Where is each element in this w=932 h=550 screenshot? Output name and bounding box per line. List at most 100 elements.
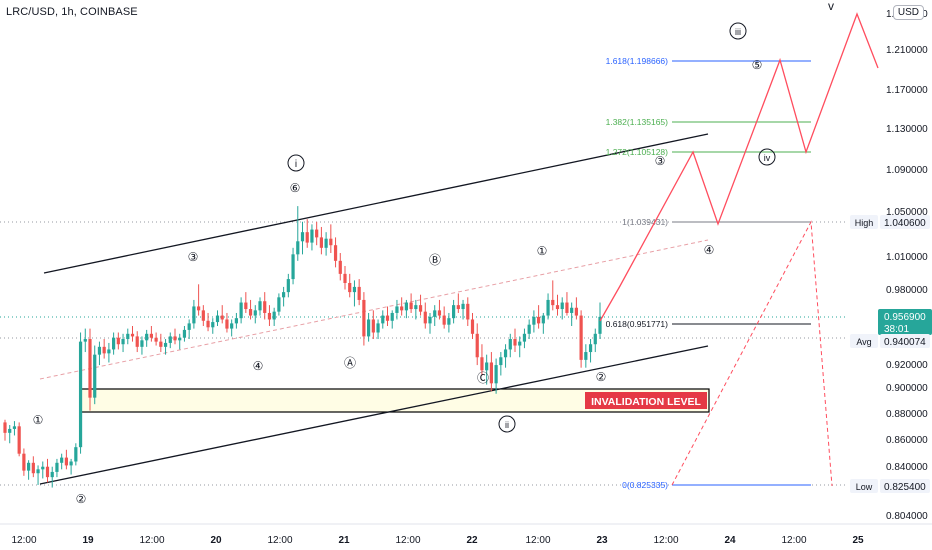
y-tick-label: 1.010000 (886, 252, 928, 263)
candle-body (272, 311, 276, 320)
candle-body (442, 315, 446, 325)
candle-body (310, 229, 314, 243)
symbol-title: LRC/USD, 1h, COINBASE (6, 6, 138, 18)
axis-value-text: 1.040600 (884, 218, 926, 229)
candle-body (579, 315, 583, 360)
countdown-text: 38:01 (884, 324, 909, 335)
candle (324, 232, 328, 256)
price-axis: 1.2500001.2100001.1700001.1300001.090000… (848, 0, 932, 524)
y-tick-label: 1.210000 (886, 45, 928, 56)
currency-button[interactable]: USD (892, 5, 924, 20)
candle (418, 294, 423, 316)
candle (555, 294, 560, 316)
candle (367, 312, 371, 342)
candle (116, 332, 120, 350)
x-tick-label: 12:00 (395, 535, 420, 546)
y-tick-label: 1.050000 (886, 207, 928, 218)
axis-price-tag: High 1.040600 (850, 215, 930, 229)
candle (546, 293, 550, 320)
axis-tag-text: Low (856, 482, 873, 492)
candle-body (593, 333, 597, 345)
candle-body (27, 462, 31, 471)
candle (130, 325, 135, 342)
fib-label: 1.618(1.198666) (606, 56, 669, 66)
candle-body (178, 337, 182, 341)
candle-body (296, 241, 300, 255)
candle-body (452, 305, 456, 319)
candle-body (17, 426, 21, 454)
candle-body (494, 365, 498, 384)
candle (239, 297, 243, 324)
candle-body (97, 346, 102, 355)
wave-text: ① (537, 244, 548, 258)
y-tick-label: 1.170000 (886, 85, 928, 96)
candle (593, 328, 597, 353)
candle (485, 354, 489, 385)
candle (244, 292, 248, 313)
candle (230, 319, 234, 337)
invalidation-label-bg (585, 392, 707, 409)
wave-label: Ⓒ (477, 371, 489, 385)
candle (31, 456, 35, 478)
wave-circle (287, 154, 305, 172)
candle-body (329, 238, 333, 246)
candle-body (348, 282, 352, 293)
candle-body (93, 354, 97, 398)
candle (3, 419, 7, 441)
x-tick-label: 22 (466, 535, 478, 546)
candle (140, 336, 144, 355)
axis-value-text: 0.825400 (884, 482, 926, 493)
fib-level: 0.618(0.951771) (606, 319, 811, 329)
candle (310, 224, 314, 251)
candle (272, 307, 276, 326)
x-tick-label: 19 (82, 535, 94, 546)
candle-body (338, 260, 342, 274)
wave-label: ④ (704, 243, 715, 257)
candle-body (41, 466, 45, 470)
candle (447, 312, 451, 333)
candle-body (83, 339, 87, 342)
candle (282, 286, 286, 307)
candle-body (78, 341, 83, 448)
candle (69, 458, 73, 475)
candle-body (480, 357, 484, 371)
candle-body (475, 333, 479, 358)
candle-body (220, 315, 224, 320)
wave-label: ② (76, 492, 87, 506)
candle (64, 449, 68, 470)
wave-label: ④ (253, 359, 264, 373)
candle-body (159, 341, 163, 347)
x-tick-label: 24 (724, 535, 736, 546)
candle (570, 302, 574, 326)
candle-body (315, 229, 319, 238)
candle (258, 297, 262, 316)
candle-body (45, 466, 50, 478)
axis-tag-bg (850, 479, 878, 493)
x-tick-label: 23 (596, 535, 608, 546)
candle-body (537, 316, 541, 324)
lower-channel-line (39, 345, 709, 485)
candle (22, 448, 26, 476)
axis-price-tag: Low 0.825400 (850, 479, 930, 493)
candle-body (522, 333, 527, 342)
fib-label: 0.618(0.951771) (606, 319, 669, 329)
wave-text: ④ (253, 359, 264, 373)
y-tick-label: 1.090000 (886, 165, 928, 176)
candle (315, 221, 319, 246)
candle (93, 345, 97, 405)
wave-label: ③ (655, 154, 666, 168)
candle-body (560, 302, 564, 310)
mid-channel-line (39, 239, 709, 380)
candle (55, 458, 59, 478)
axis-price-tag: Avg 0.940074 (850, 334, 930, 348)
y-tick-label: 0.840000 (886, 462, 928, 473)
candle (17, 422, 21, 457)
candle (296, 206, 300, 261)
wave-text: Ⓑ (429, 253, 441, 267)
candle (470, 312, 475, 340)
wave-text: ⑤ (752, 58, 763, 72)
y-tick-label: 0.804000 (886, 511, 928, 522)
candle (362, 292, 366, 346)
candle (192, 299, 196, 329)
